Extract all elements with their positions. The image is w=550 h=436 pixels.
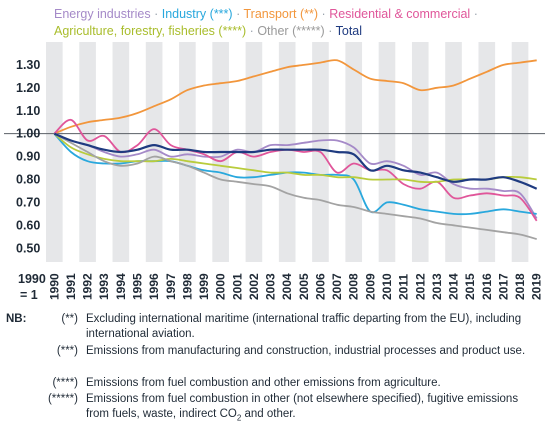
note-text-2: Excluding international maritime (intern… — [86, 313, 522, 340]
note-key-4: (****) — [52, 377, 78, 389]
baseline-label-equals: = 1 — [20, 288, 38, 302]
x-tick-label: 2000 — [214, 273, 228, 300]
x-tick-label: 1991 — [64, 273, 78, 300]
x-tick-label: 1994 — [114, 273, 128, 300]
grid-band — [478, 42, 496, 262]
series-line-0 — [53, 132, 538, 219]
x-tick-label: 1995 — [130, 273, 144, 300]
note-text-3: Emissions from manufacturing and constru… — [86, 345, 526, 357]
note-text-5-end: and other. — [241, 408, 296, 420]
legend-separator: · — [154, 7, 159, 21]
y-axis-ticks: 0.50 0.60 0.70 0.80 0.90 1.00 1.10 1.20 1.30 — [16, 58, 40, 255]
x-tick-label: 2002 — [247, 273, 261, 300]
x-tick-label: 1999 — [197, 273, 211, 300]
note-text-5-subscript: 2 — [236, 413, 242, 423]
x-tick-label: 2006 — [313, 273, 327, 300]
series-line-6 — [53, 132, 538, 190]
legend-separator: · — [328, 24, 333, 38]
legend-row-2: Agriculture, forestry, fisheries (****) … — [54, 24, 362, 38]
x-tick-label: 2019 — [530, 273, 544, 300]
grid-band — [378, 42, 396, 262]
legend-separator: · — [249, 24, 254, 38]
y-tick-label: 0.60 — [16, 218, 40, 232]
x-tick-label: 2011 — [397, 274, 411, 300]
series-lines — [53, 59, 538, 240]
x-tick-label: 2014 — [447, 273, 461, 300]
note-key-3: (***) — [56, 345, 78, 357]
x-tick-label: 2004 — [280, 273, 294, 300]
grid-band — [46, 42, 63, 262]
note-text-5-main: Emissions from fuel combustion in other … — [86, 393, 519, 420]
series-line-2 — [53, 59, 537, 135]
grid-bands — [46, 42, 529, 262]
y-tick-label: 1.00 — [16, 127, 40, 141]
x-tick-label: 2018 — [513, 273, 527, 300]
grid-band — [411, 42, 429, 262]
legend-entry-total: Total — [335, 24, 363, 38]
y-tick-label: 1.10 — [16, 104, 40, 118]
note-text-5: Emissions from fuel combustion in other … — [86, 392, 541, 425]
legend-separator: · — [236, 7, 241, 21]
grid-band — [179, 42, 196, 262]
legend-separator: · — [321, 7, 326, 21]
x-tick-label: 1992 — [81, 273, 95, 300]
grid-band — [445, 42, 462, 262]
x-tick-label: 2003 — [264, 273, 278, 300]
x-tick-label: 2016 — [480, 273, 494, 300]
line-chart: 0.50 0.60 0.70 0.80 0.90 1.00 1.10 1.20 1.30 199… — [4, 42, 545, 302]
grid-band — [278, 42, 296, 262]
series-line-4 — [53, 133, 537, 183]
y-tick-label: 0.70 — [16, 195, 40, 209]
x-tick-label: 2017 — [496, 273, 510, 300]
x-tick-label: 2009 — [363, 273, 377, 300]
x-tick-label: 2007 — [330, 273, 344, 300]
legend-entry-other: Other (*****) — [257, 24, 325, 38]
legend-entry-energy-industries: Energy industries — [54, 7, 151, 21]
legend-entry-agriculture: Agriculture, forestry, fisheries (****) — [54, 24, 247, 38]
note-text-4: Emissions from fuel combustion and other… — [86, 377, 441, 389]
nb-label: NB: — [6, 313, 27, 325]
x-axis-ticks: 1990 1991 1992 1993 1994 1995 1996 1997 1998 1999… — [47, 273, 543, 300]
x-tick-label: 1996 — [147, 273, 161, 300]
x-tick-label: 1997 — [164, 273, 178, 300]
legend-entry-transport: Transport (**) — [243, 7, 319, 21]
x-tick-label: 2013 — [430, 273, 444, 300]
legend-entry-residential-commercial: Residential & commercial — [329, 7, 471, 21]
note-key-2: (**) — [61, 313, 78, 325]
x-tick-label: 2012 — [413, 273, 427, 300]
grid-band — [511, 42, 529, 262]
series-line-5 — [53, 132, 537, 240]
y-tick-label: 0.50 — [16, 241, 40, 255]
x-tick-label: 2010 — [380, 273, 394, 300]
y-tick-label: 0.90 — [16, 150, 40, 164]
baseline-label-year: 1990 — [18, 272, 46, 286]
y-tick-label: 1.30 — [16, 58, 40, 72]
legend-separator: · — [473, 7, 478, 21]
x-tick-label: 2005 — [297, 273, 311, 300]
x-tick-label: 2015 — [463, 273, 477, 300]
x-tick-label: 2001 — [230, 273, 244, 300]
x-tick-label: 1990 — [47, 273, 61, 300]
legend-entry-industry: Industry (***) — [161, 7, 233, 21]
grid-band — [145, 42, 163, 262]
x-tick-label: 1998 — [180, 273, 194, 300]
x-tick-label: 1993 — [97, 273, 111, 300]
x-tick-label: 2008 — [347, 273, 361, 300]
note-key-5: (*****) — [47, 393, 78, 405]
y-tick-label: 1.20 — [16, 81, 40, 95]
legend-row-1: Energy industries · Industry (***) · Tra… — [54, 7, 478, 21]
y-tick-label: 0.80 — [16, 173, 40, 187]
